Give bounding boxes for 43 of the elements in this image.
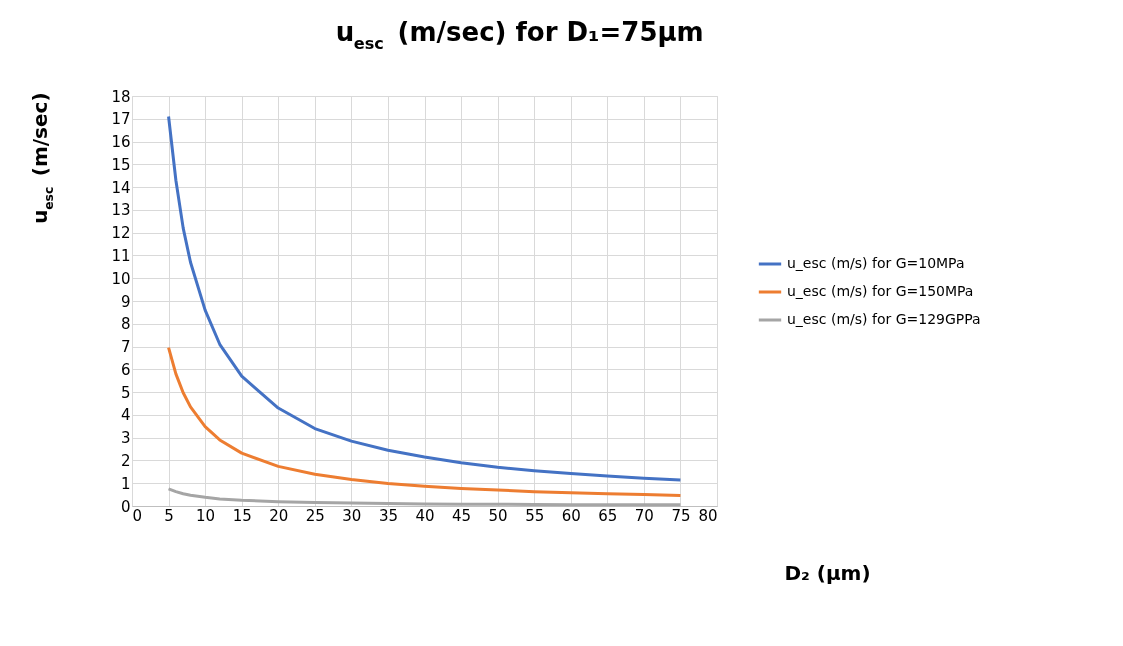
y-tick-label: 4 [120, 406, 131, 425]
x-tick-label: 75 [671, 506, 691, 525]
x-tick-label: 65 [598, 506, 618, 525]
x-tick-label: 55 [525, 506, 545, 525]
line-series [167, 487, 682, 507]
y-tick-label: 9 [120, 292, 131, 311]
x-tick-label: 80 [698, 506, 718, 525]
y-tick-label: 7 [120, 338, 131, 357]
x-tick-label: 25 [305, 506, 325, 525]
y-tick-label: 2 [120, 451, 131, 470]
y-tick-label: 11 [111, 246, 131, 265]
x-tick-label: 45 [452, 506, 472, 525]
x-tick-label: 15 [232, 506, 252, 525]
x-tick-label: 5 [164, 506, 174, 525]
y-tick-label: 6 [120, 360, 131, 379]
y-tick-label: 8 [120, 315, 131, 334]
y-tick-label: 10 [111, 269, 131, 288]
x-tick-label: 50 [488, 506, 508, 525]
x-tick-label: 40 [415, 506, 435, 525]
y-axis-title: uesc (m/sec) [28, 92, 56, 224]
x-tick-label: 20 [269, 506, 289, 525]
legend-label: u_esc (m/s) for G=10MPa [787, 255, 965, 271]
line-series [167, 346, 682, 498]
y-tick-label: 17 [111, 110, 131, 129]
y-tick-label: 13 [111, 201, 131, 220]
legend-label: u_esc (m/s) for G=150MPa [787, 283, 974, 299]
y-tick-label: 3 [120, 429, 131, 448]
x-tick-label: 70 [634, 506, 654, 525]
x-tick-label: 10 [196, 506, 216, 525]
y-tick-label: 16 [111, 133, 131, 152]
y-tick-label: 15 [111, 155, 131, 174]
y-tick-label: 12 [111, 224, 131, 243]
x-axis-title: D₂ (µm) [784, 560, 871, 585]
x-tick-label: 30 [342, 506, 362, 525]
y-tick-label: 5 [120, 383, 131, 402]
y-tick-label: 14 [111, 178, 131, 197]
y-tick-label: 1 [120, 474, 131, 493]
x-tick-label: 35 [378, 506, 398, 525]
x-tick-label: 0 [132, 506, 143, 525]
legend-label: u_esc (m/s) for G=129GPPa [787, 311, 981, 327]
x-tick-label: 60 [561, 506, 581, 525]
y-tick-label: 18 [111, 87, 131, 106]
line-series [167, 115, 682, 482]
